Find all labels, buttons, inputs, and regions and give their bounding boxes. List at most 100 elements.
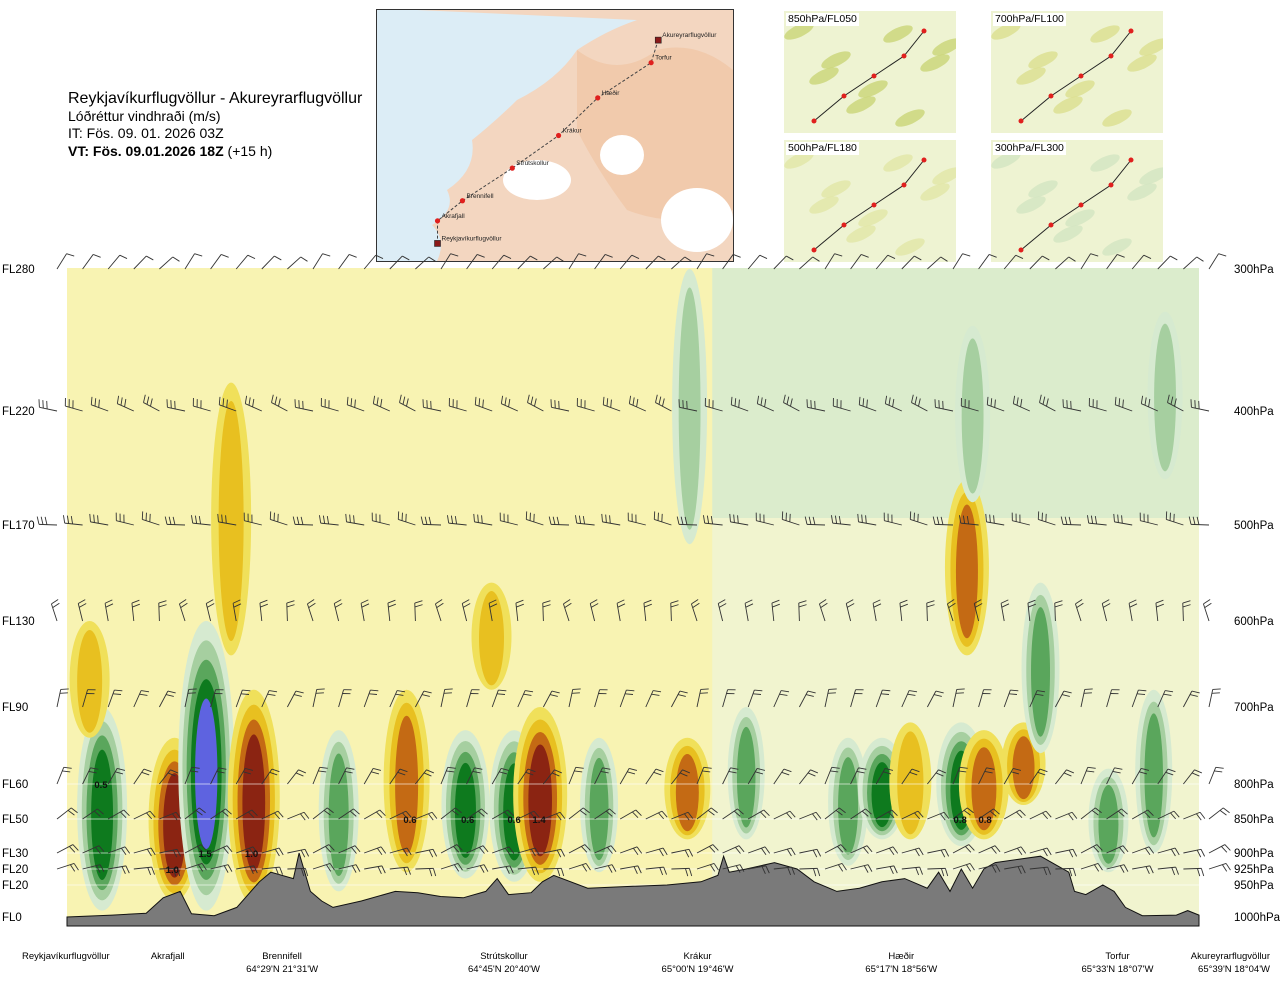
wind-barb [747,767,766,785]
wind-barb [568,863,591,872]
wind-barb [107,767,126,785]
wind-barb [184,253,203,270]
wind-barb [773,810,796,820]
wind-barb [952,253,971,270]
mini-map-waypoint [1078,73,1084,79]
wind-barb [773,866,795,876]
route-waypoint-label: Strútskollur [516,160,549,167]
mini-map-300: 300hPa/FL300 [991,140,1163,262]
wind-barb [51,599,60,622]
wind-barb [901,810,924,820]
mini-map-field [1028,180,1058,198]
wind-barb [747,809,770,820]
wind-barb [594,689,608,708]
valid-time: VT: Fös. 09.01.2026 18Z (+15 h) [68,143,362,161]
wind-barb [978,767,995,785]
wind-barb [722,808,744,820]
wind-barb [1157,847,1180,857]
wind-barb [159,690,176,708]
wind-barb [491,254,512,270]
pressure-level-label: 900hPa [1234,848,1274,860]
waypoint-label: Akureyrarflugvöllur 65°39'N 18°04'W [1191,951,1270,975]
contour-label: 0.5 [94,780,108,791]
wind-barb [345,513,365,526]
wind-barb [133,690,150,708]
wind-barb [568,844,591,854]
wind-barb [108,865,130,875]
wind-barb [773,768,792,785]
wind-barb [389,768,408,785]
wind-barb [616,599,626,622]
wind-barb [271,394,288,412]
velocity-cell [1021,582,1060,754]
wind-barb [56,688,69,708]
wind-barb [210,808,232,820]
wind-barb [440,766,456,785]
wind-barb [1139,512,1158,526]
wind-barb [799,867,821,877]
wind-barb [619,767,638,785]
wind-barb [1029,866,1051,876]
wind-barb [389,255,410,270]
wind-barb [799,690,816,708]
wind-barb [691,599,700,622]
wind-barb [420,516,442,526]
wind-barb [218,396,237,412]
wind-barb [1004,846,1027,856]
waypoint-label: Strútskollur 64°45'N 20°40'W [468,951,540,975]
wind-barb [1113,513,1133,526]
wind-barb [799,769,819,785]
mini-map-field [809,67,839,85]
contour-label: 0.6 [403,815,416,826]
wind-barb [77,599,87,622]
velocity-cell [471,582,512,690]
wind-barb [1182,600,1191,622]
route-waypoint: Akureyrarflugvöllur [654,32,717,44]
wind-barb [261,847,284,857]
mini-map-waypoint [921,157,927,163]
wind-barb [312,688,325,708]
wind-barb [1131,254,1152,270]
wind-barb [1106,864,1129,873]
route-waypoint-label: Hæðir [602,89,621,97]
wind-barb [858,396,877,412]
wind-barb [466,254,485,270]
wind-barb [1075,599,1084,622]
wind-barb [1106,845,1129,854]
velocity-cell [889,722,932,840]
waypoint-label: Reykjavíkurflugvöllur [22,951,110,962]
wind-barb [414,600,423,622]
wind-barb [799,256,820,270]
velocity-contour [871,762,893,828]
wind-barb [338,254,357,270]
pressure-level-label: 800hPa [1234,779,1274,791]
waypoint-name: Akureyrarflugvöllur [1191,951,1270,962]
mini-map-field [932,38,956,56]
mini-map-field [821,51,851,69]
terrain-fill [66,852,1200,927]
wind-barb [655,394,672,412]
wind-barb [517,866,539,876]
wind-barb [1087,515,1107,526]
wind-barb [952,863,975,872]
wind-barb [287,256,308,270]
wind-barb [620,865,642,875]
wind-barb [1003,767,1022,785]
wind-barb [491,767,510,785]
wind-barb [1088,398,1107,412]
wind-barb [927,848,950,858]
wind-barb [722,689,736,708]
wind-barb [1055,867,1077,877]
wind-barb [543,769,563,785]
wind-barb [184,807,206,820]
wind-barb [676,516,698,526]
wind-barb [927,867,949,877]
velocity-cell [513,707,568,882]
contour-label: 0.8 [978,815,991,826]
wind-barb [543,690,560,708]
wind-barb [653,511,672,526]
wind-barb [191,515,211,526]
flight-level-label: FL170 [2,520,35,532]
route-waypoint-label: Akrafjall [442,213,466,220]
velocity-contour [395,715,419,855]
